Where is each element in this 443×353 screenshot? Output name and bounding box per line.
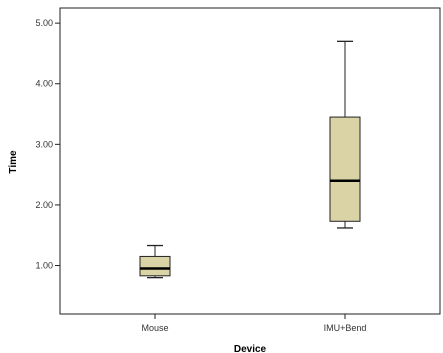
y-axis-title: Time [8,150,19,174]
y-tick-label: 5.00 [35,18,53,28]
y-axis: 1.00 2.00 3.00 4.00 5.00 [35,18,60,271]
box-group [329,40,361,229]
x-axis-title: Device [234,344,267,353]
y-tick-label: 4.00 [35,79,53,89]
y-tick-label: 3.00 [35,139,53,149]
boxes [139,40,361,279]
x-tick-label: IMU+Bend [324,323,367,333]
iqr-box [329,116,361,222]
plot-frame [59,7,441,315]
iqr-box [139,255,171,277]
y-tick-label: 2.00 [35,200,53,210]
y-tick-label: 1.00 [35,261,53,271]
x-tick-label: Mouse [141,323,168,333]
box-group [139,244,171,279]
x-axis: Mouse IMU+Bend [141,314,366,333]
